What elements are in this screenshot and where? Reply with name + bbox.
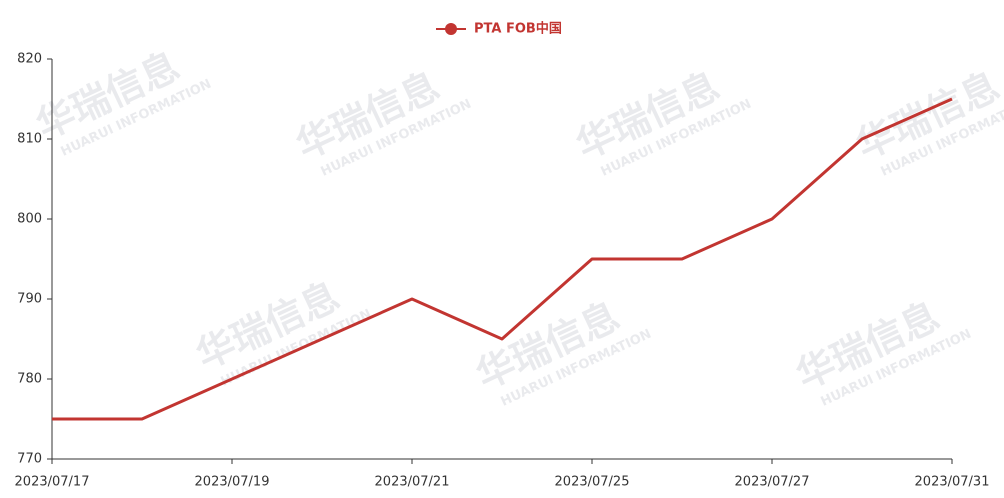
x-tick-label: 2023/07/27 bbox=[735, 475, 810, 490]
y-tick-label: 770 bbox=[17, 452, 42, 467]
y-tick-label: 800 bbox=[17, 212, 42, 227]
y-tick-label: 810 bbox=[17, 132, 42, 147]
x-tick-label: 2023/07/17 bbox=[15, 475, 90, 490]
x-tick-label: 2023/07/19 bbox=[195, 475, 270, 490]
x-tick-label: 2023/07/25 bbox=[555, 475, 630, 490]
y-tick-label: 790 bbox=[17, 292, 42, 307]
legend-marker bbox=[445, 23, 457, 35]
x-tick-label: 2023/07/31 bbox=[915, 475, 990, 490]
series-line bbox=[52, 97, 953, 421]
y-tick-label: 780 bbox=[17, 372, 42, 387]
legend-label: PTA FOB中国 bbox=[474, 21, 562, 37]
y-tick-label: 820 bbox=[17, 52, 42, 67]
x-tick-label: 2023/07/21 bbox=[375, 475, 450, 490]
